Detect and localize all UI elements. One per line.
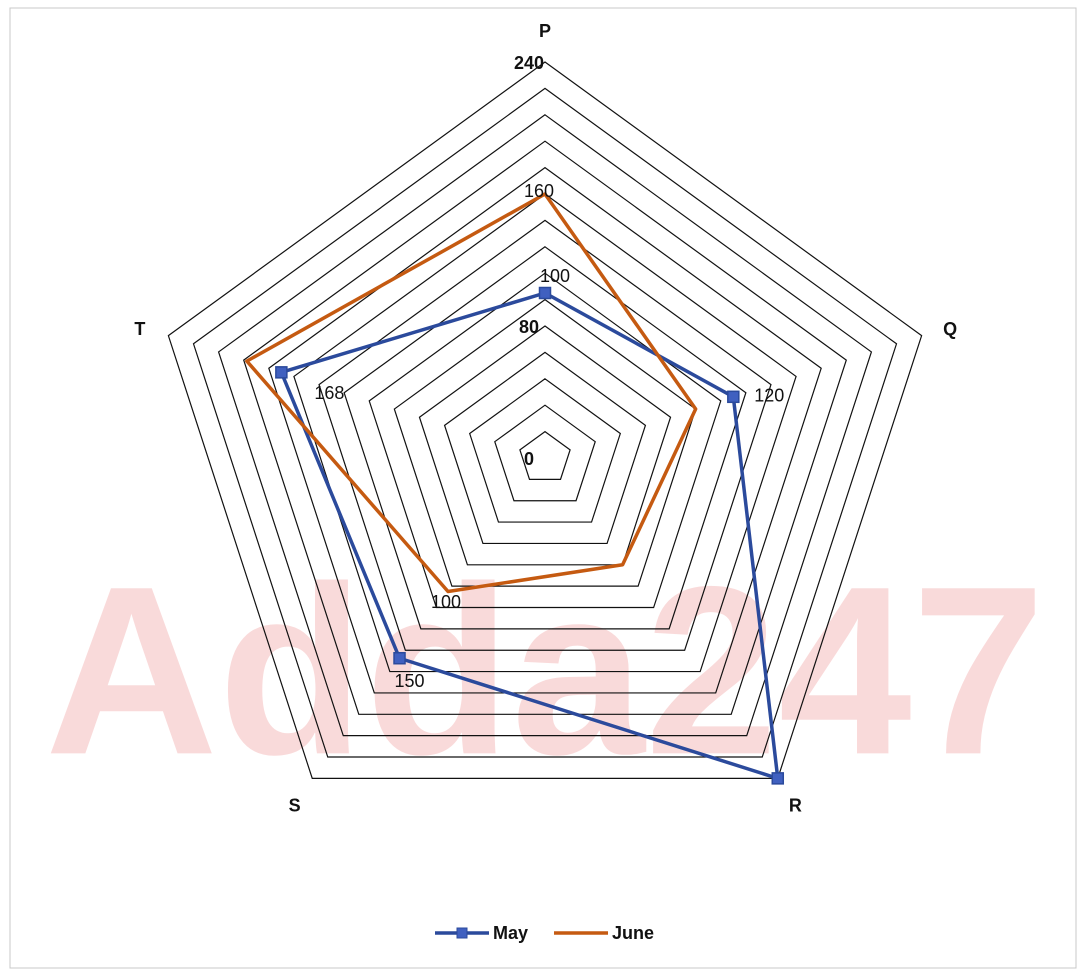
legend-label: May <box>493 923 528 943</box>
grid-ring <box>418 325 672 566</box>
marker <box>727 390 740 404</box>
grid-ring <box>268 166 822 694</box>
axis-tick-label: 80 <box>519 317 539 337</box>
legend-label: June <box>612 923 654 943</box>
axis-tick-label: 0 <box>524 449 534 469</box>
series-line <box>279 291 780 781</box>
series-line <box>245 192 698 594</box>
grid-ring <box>217 114 873 737</box>
axis-tick-label: 240 <box>514 53 544 73</box>
data-label: 100 <box>540 266 570 286</box>
chart-border <box>9 7 1077 969</box>
grid-ring <box>343 246 747 630</box>
grid-ring <box>293 193 797 673</box>
grid-ring <box>443 351 647 545</box>
grid-ring <box>192 87 898 758</box>
marker <box>538 286 552 300</box>
grid-ring <box>318 219 772 651</box>
category-label: T <box>134 319 145 339</box>
grid-ring <box>494 404 596 502</box>
data-label: 150 <box>394 671 424 691</box>
category-label: P <box>539 21 551 41</box>
marker <box>393 651 406 665</box>
grid-ring <box>468 378 622 523</box>
watermark: Adda247 <box>45 536 1045 804</box>
data-label: 168 <box>314 383 344 403</box>
grid-ring <box>393 298 697 587</box>
legend-marker <box>456 927 468 939</box>
data-label: 160 <box>524 181 554 201</box>
grid-ring <box>368 272 722 609</box>
grid-ring <box>242 140 848 715</box>
data-label: 120 <box>754 386 784 406</box>
category-label: Q <box>943 319 957 339</box>
category-label: R <box>789 795 802 815</box>
grid-ring <box>519 430 571 480</box>
grid-ring <box>167 61 923 779</box>
category-label: S <box>289 795 301 815</box>
marker <box>275 366 288 379</box>
data-label: 100 <box>431 592 461 612</box>
marker <box>771 772 785 785</box>
